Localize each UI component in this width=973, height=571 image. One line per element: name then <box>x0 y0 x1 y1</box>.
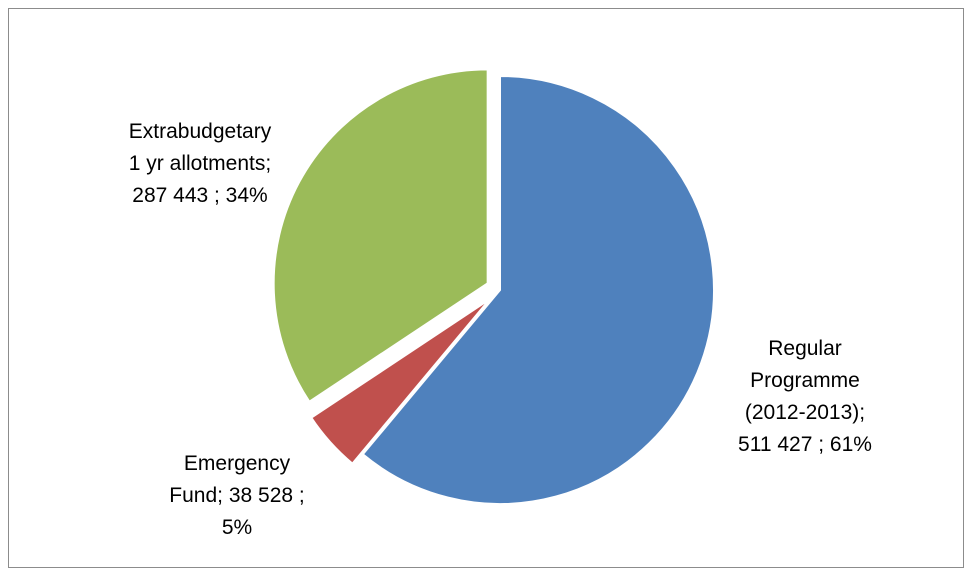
pie-slice-emergency-fund <box>309 298 491 466</box>
slice-label-extrabudgetary: Extrabudgetary 1 yr allotments; 287 443 … <box>129 120 272 207</box>
label-line: Regular <box>768 337 842 360</box>
label-line: Emergency <box>184 452 291 475</box>
pie-slice-regular-programme-2012-2013 <box>361 74 715 505</box>
label-line: 1 yr allotments; <box>129 152 271 175</box>
slice-label-regular-programme: Regular Programme (2012-2013); 511 427 ;… <box>738 337 872 456</box>
label-line: (2012-2013); <box>745 401 865 424</box>
label-line: 5% <box>222 516 252 539</box>
label-line: Programme <box>750 369 860 392</box>
label-line: 287 443 ; 34% <box>132 184 267 207</box>
pie-slice-extrabudgetary-1-yr-allotments <box>272 68 489 404</box>
pie-slices <box>272 68 715 505</box>
label-line: Fund; 38 528 ; <box>169 484 304 507</box>
label-line: Extrabudgetary <box>129 120 272 143</box>
label-line: 511 427 ; 61% <box>738 433 872 456</box>
slice-label-emergency-fund: Emergency Fund; 38 528 ; 5% <box>169 452 304 539</box>
